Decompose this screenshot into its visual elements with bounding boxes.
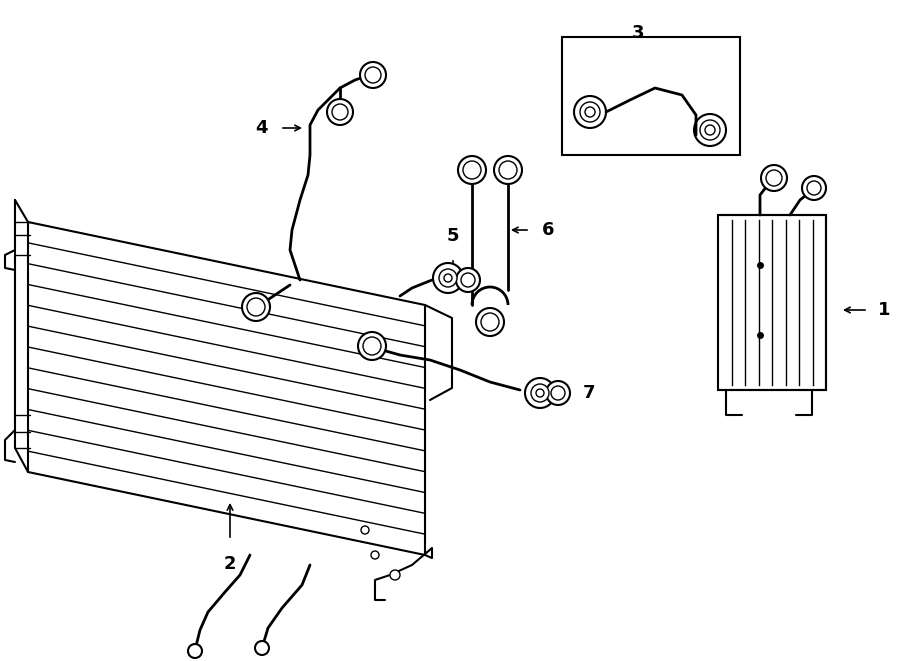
Circle shape <box>694 114 726 146</box>
Text: 5: 5 <box>446 227 459 245</box>
Circle shape <box>705 125 715 135</box>
Circle shape <box>327 99 353 125</box>
Circle shape <box>536 389 544 397</box>
Circle shape <box>802 176 826 200</box>
Circle shape <box>574 96 606 128</box>
Circle shape <box>481 313 499 331</box>
Bar <box>562 37 740 155</box>
Circle shape <box>499 161 517 179</box>
Text: 4: 4 <box>256 119 268 137</box>
Circle shape <box>807 181 821 195</box>
Text: 6: 6 <box>542 221 554 239</box>
Circle shape <box>761 165 787 191</box>
Text: 2: 2 <box>224 555 236 573</box>
Circle shape <box>700 120 720 140</box>
Circle shape <box>361 526 369 534</box>
Circle shape <box>766 170 782 186</box>
Bar <box>718 215 826 390</box>
Circle shape <box>585 107 595 117</box>
Circle shape <box>458 156 486 184</box>
Circle shape <box>371 551 379 559</box>
Circle shape <box>255 641 269 655</box>
Text: 1: 1 <box>878 301 890 319</box>
Circle shape <box>456 268 480 292</box>
Circle shape <box>531 384 549 402</box>
Circle shape <box>365 67 381 83</box>
Circle shape <box>363 337 381 355</box>
Circle shape <box>551 386 565 400</box>
Circle shape <box>358 332 386 360</box>
Circle shape <box>332 104 348 120</box>
Circle shape <box>476 308 504 336</box>
Circle shape <box>247 298 265 316</box>
Circle shape <box>188 644 202 658</box>
Circle shape <box>433 263 463 293</box>
Text: 3: 3 <box>632 24 644 42</box>
Circle shape <box>580 102 600 122</box>
Circle shape <box>525 378 555 408</box>
Circle shape <box>390 570 400 580</box>
Circle shape <box>360 62 386 88</box>
Circle shape <box>546 381 570 405</box>
Circle shape <box>494 156 522 184</box>
Circle shape <box>461 273 475 287</box>
Text: 7: 7 <box>583 384 596 402</box>
Circle shape <box>463 161 481 179</box>
Circle shape <box>242 293 270 321</box>
Circle shape <box>444 274 452 282</box>
Circle shape <box>439 269 457 287</box>
